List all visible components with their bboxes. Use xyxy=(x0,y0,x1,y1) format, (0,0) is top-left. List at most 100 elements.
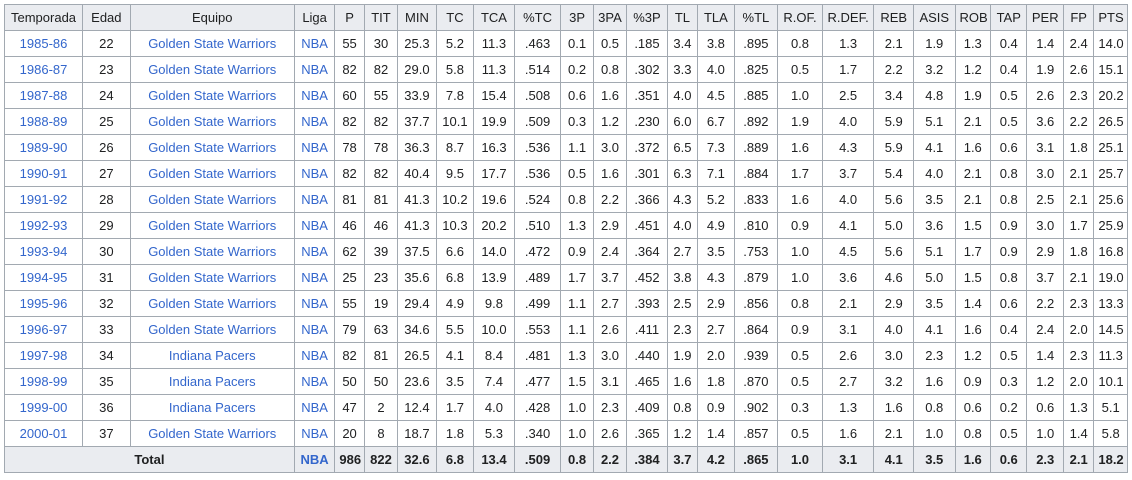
team-link[interactable]: Golden State Warriors xyxy=(129,134,295,161)
total-cell: .384 xyxy=(626,446,668,473)
season-link[interactable]: 1993-94 xyxy=(3,238,84,265)
team-link[interactable]: Golden State Warriors xyxy=(129,212,295,239)
table-cell: 1.6 xyxy=(873,394,914,421)
column-header-r-of[interactable]: R.OF. xyxy=(777,4,823,31)
column-header-pts[interactable]: PTS xyxy=(1093,4,1128,31)
season-link[interactable]: 1990-91 xyxy=(3,160,84,187)
table-cell: 10.1 xyxy=(435,108,475,135)
total-cell: 2.3 xyxy=(1026,446,1064,473)
team-link[interactable]: Golden State Warriors xyxy=(129,30,295,57)
league-link[interactable]: NBA xyxy=(293,108,336,135)
column-header-3pa[interactable]: 3PA xyxy=(592,4,628,31)
season-link[interactable]: 1988-89 xyxy=(3,108,84,135)
league-link[interactable]: NBA xyxy=(293,446,336,473)
column-header-tl[interactable]: %TL xyxy=(733,4,779,31)
league-link[interactable]: NBA xyxy=(293,316,336,343)
season-link[interactable]: 1997-98 xyxy=(3,342,84,369)
column-header-tl[interactable]: TL xyxy=(666,4,699,31)
season-link[interactable]: 1989-90 xyxy=(3,134,84,161)
table-cell: 1.8 xyxy=(1062,238,1095,265)
team-link[interactable]: Golden State Warriors xyxy=(129,290,295,317)
team-link[interactable]: Golden State Warriors xyxy=(129,186,295,213)
column-header-tc[interactable]: %TC xyxy=(513,4,562,31)
table-cell: 47 xyxy=(334,394,365,421)
column-header-temporada[interactable]: Temporada xyxy=(3,4,84,31)
column-header-per[interactable]: PER xyxy=(1026,4,1064,31)
column-header-tca[interactable]: TCA xyxy=(473,4,515,31)
season-link[interactable]: 1987-88 xyxy=(3,82,84,109)
total-row: Total NBA 986 822 32.6 6.8 13.4.509 0.8 2.2.384 3… xyxy=(4,446,1128,473)
season-link[interactable]: 2000-01 xyxy=(3,420,84,447)
table-cell: 1.4 xyxy=(1026,30,1064,57)
league-link[interactable]: NBA xyxy=(293,56,336,83)
season-link[interactable]: 1999-00 xyxy=(3,394,84,421)
table-cell: 4.1 xyxy=(912,316,956,343)
column-header-p[interactable]: P xyxy=(334,4,365,31)
team-link[interactable]: Indiana Pacers xyxy=(129,342,295,369)
team-link[interactable]: Golden State Warriors xyxy=(129,56,295,83)
league-link[interactable]: NBA xyxy=(293,394,336,421)
table-cell: 1.0 xyxy=(777,82,823,109)
season-link[interactable]: 1996-97 xyxy=(3,316,84,343)
column-header-asis[interactable]: ASIS xyxy=(912,4,956,31)
table-row: 1999-00 36 Indiana Pacers NBA 47 2 12.4 1.7 4.0.… xyxy=(3,394,1128,421)
column-header-tap[interactable]: TAP xyxy=(989,4,1028,31)
team-link[interactable]: Golden State Warriors xyxy=(129,82,295,109)
table-cell: .509 xyxy=(513,108,562,135)
table-cell: 1.6 xyxy=(954,316,992,343)
team-link[interactable]: Golden State Warriors xyxy=(129,108,295,135)
column-header-3p[interactable]: %3P xyxy=(626,4,668,31)
league-link[interactable]: NBA xyxy=(293,420,336,447)
table-cell: 0.4 xyxy=(989,316,1028,343)
league-link[interactable]: NBA xyxy=(293,264,336,291)
table-cell: 1.8 xyxy=(435,420,475,447)
team-link[interactable]: Golden State Warriors xyxy=(129,238,295,265)
league-link[interactable]: NBA xyxy=(293,134,336,161)
column-header-tla[interactable]: TLA xyxy=(697,4,735,31)
column-header-fp[interactable]: FP xyxy=(1062,4,1095,31)
league-link[interactable]: NBA xyxy=(293,238,336,265)
column-header-min[interactable]: MIN xyxy=(397,4,437,31)
column-header-3p[interactable]: 3P xyxy=(560,4,594,31)
column-header-r-def[interactable]: R.DEF. xyxy=(821,4,875,31)
season-link[interactable]: 1995-96 xyxy=(3,290,84,317)
league-link[interactable]: NBA xyxy=(293,368,336,395)
team-link[interactable]: Golden State Warriors xyxy=(129,264,295,291)
league-link[interactable]: NBA xyxy=(293,82,336,109)
column-header-liga[interactable]: Liga xyxy=(293,4,336,31)
team-link[interactable]: Indiana Pacers xyxy=(129,368,295,395)
table-cell: 0.9 xyxy=(560,238,594,265)
league-link[interactable]: NBA xyxy=(293,186,336,213)
total-label: Total xyxy=(4,446,295,473)
league-link[interactable]: NBA xyxy=(293,290,336,317)
column-header-equipo[interactable]: Equipo xyxy=(129,4,295,31)
table-cell: .753 xyxy=(733,238,779,265)
season-link[interactable]: 1991-92 xyxy=(3,186,84,213)
league-link[interactable]: NBA xyxy=(293,160,336,187)
league-link[interactable]: NBA xyxy=(293,30,336,57)
season-link[interactable]: 1992-93 xyxy=(3,212,84,239)
team-link[interactable]: Golden State Warriors xyxy=(129,316,295,343)
total-cell: 2.2 xyxy=(592,446,628,473)
table-cell: 3.0 xyxy=(873,342,914,369)
table-cell: 4.0 xyxy=(666,212,699,239)
column-header-tit[interactable]: TIT xyxy=(363,4,399,31)
column-header-tc[interactable]: TC xyxy=(435,4,475,31)
table-cell: 5.1 xyxy=(912,238,956,265)
column-header-rob[interactable]: ROB xyxy=(954,4,992,31)
season-link[interactable]: 1994-95 xyxy=(3,264,84,291)
table-cell: 7.8 xyxy=(435,82,475,109)
table-cell: 0.8 xyxy=(592,56,628,83)
season-link[interactable]: 1986-87 xyxy=(3,56,84,83)
league-link[interactable]: NBA xyxy=(293,212,336,239)
season-link[interactable]: 1985-86 xyxy=(3,30,84,57)
table-cell: .301 xyxy=(626,160,668,187)
league-link[interactable]: NBA xyxy=(293,342,336,369)
column-header-reb[interactable]: REB xyxy=(873,4,914,31)
team-link[interactable]: Golden State Warriors xyxy=(129,420,295,447)
season-link[interactable]: 1998-99 xyxy=(3,368,84,395)
table-cell: 1.3 xyxy=(821,30,875,57)
team-link[interactable]: Indiana Pacers xyxy=(129,394,295,421)
team-link[interactable]: Golden State Warriors xyxy=(129,160,295,187)
column-header-edad[interactable]: Edad xyxy=(82,4,131,31)
